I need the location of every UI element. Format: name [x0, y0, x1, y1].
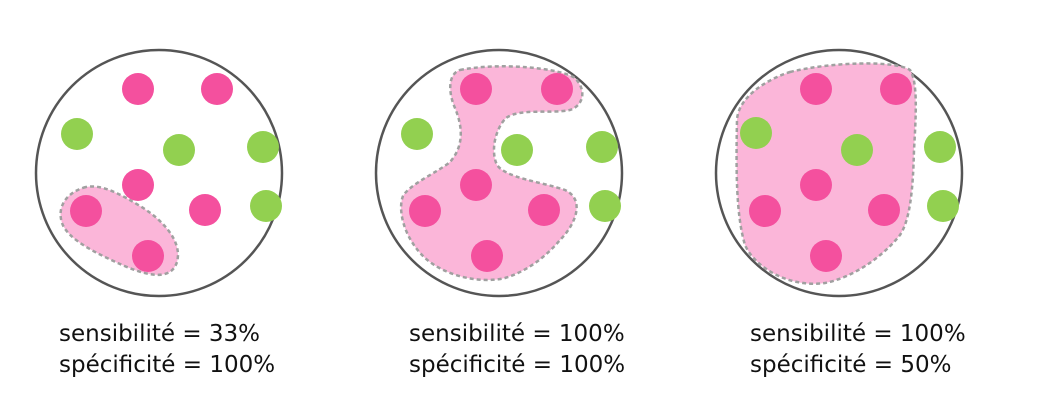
negative-dot	[250, 190, 282, 222]
panel-2	[374, 48, 624, 298]
population-circle	[714, 48, 964, 298]
sensitivity-label: sensibilité = 100%	[409, 321, 625, 347]
negative-dot	[586, 131, 618, 163]
positive-dot	[122, 73, 154, 105]
negative-dot	[589, 190, 621, 222]
positive-dot	[409, 195, 441, 227]
positive-dot	[189, 194, 221, 226]
population-circle	[34, 48, 284, 298]
specificity-label: spécificité = 100%	[409, 352, 626, 378]
negative-dot	[841, 134, 873, 166]
positive-dot	[880, 73, 912, 105]
positive-dot	[460, 169, 492, 201]
positive-dot	[201, 73, 233, 105]
negative-dot	[401, 118, 433, 150]
positive-dot	[810, 240, 842, 272]
positive-dot	[800, 73, 832, 105]
selection-region	[399, 65, 584, 282]
caption-panel-3: sensibilité = 100% spécificité = 50%	[750, 319, 966, 381]
negative-dot	[927, 190, 959, 222]
panel-3	[714, 48, 964, 298]
positive-dot	[460, 73, 492, 105]
positive-dot	[70, 195, 102, 227]
negative-dot	[61, 118, 93, 150]
population-circle	[374, 48, 624, 298]
specificity-label: spécificité = 100%	[59, 352, 276, 378]
caption-panel-1: sensibilité = 33% spécificité = 100%	[59, 319, 275, 381]
positive-dot	[749, 195, 781, 227]
negative-dot	[163, 134, 195, 166]
specificity-label: spécificité = 50%	[750, 352, 952, 378]
caption-panel-2: sensibilité = 100% spécificité = 100%	[409, 319, 625, 381]
positive-dot	[541, 73, 573, 105]
positive-dot	[800, 169, 832, 201]
negative-dot	[924, 131, 956, 163]
sensitivity-label: sensibilité = 100%	[750, 321, 966, 347]
negative-dot	[501, 134, 533, 166]
sensitivity-label: sensibilité = 33%	[59, 321, 261, 347]
positive-dot	[528, 194, 560, 226]
positive-dot	[122, 169, 154, 201]
positive-dot	[471, 240, 503, 272]
negative-dot	[740, 117, 772, 149]
positive-dot	[132, 240, 164, 272]
panel-1	[34, 48, 284, 298]
negative-dot	[247, 131, 279, 163]
positive-dot	[868, 194, 900, 226]
